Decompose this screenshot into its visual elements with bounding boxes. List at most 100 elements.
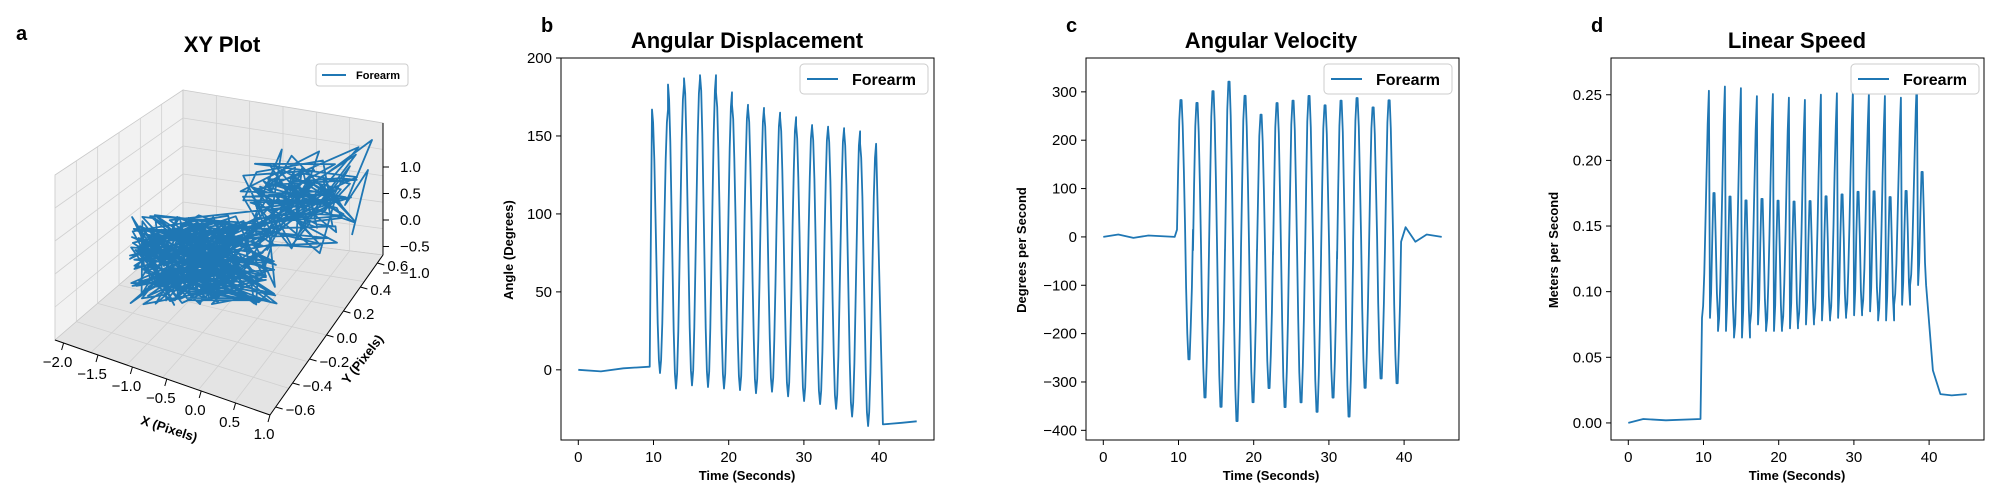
x-tick-label: 0 <box>1099 449 1107 466</box>
panel-b-title: Angular Displacement <box>631 28 864 53</box>
legend-c: Forearm <box>1323 63 1453 95</box>
x-tick-label: 40 <box>871 449 888 466</box>
x-tick-mark <box>95 354 99 363</box>
y-tick-label: −200 <box>1043 326 1077 343</box>
x-tick-label: 30 <box>1846 449 1863 466</box>
panel-c-xlabel: Time (Seconds) <box>1223 468 1320 483</box>
panel-c-axes: 0 10 20 30 40 −400 −300 −200 −100 0 100 200 300 <box>1043 57 1460 466</box>
x-tick-label: 40 <box>1921 449 1938 466</box>
y-tick-label: 0.2 <box>353 306 374 323</box>
y-tick-label: 0 <box>1069 229 1077 246</box>
y-tick-label: −100 <box>1043 277 1077 294</box>
legend-c-label: Forearm <box>1376 72 1440 89</box>
x-tick-label: 10 <box>645 449 662 466</box>
plot-frame <box>1610 57 1985 441</box>
x-tick-label: 20 <box>1770 449 1787 466</box>
panel-b-ylabel: Angle (Degrees) <box>501 200 516 300</box>
forearm-series-line <box>1103 80 1442 422</box>
x-tick-mark <box>129 366 133 375</box>
y-tick-label: 0.25 <box>1573 87 1602 104</box>
y-tick-label: 300 <box>1052 84 1077 101</box>
z-tick-label: 0.0 <box>400 212 421 229</box>
y-tick-label: 0.00 <box>1573 415 1602 432</box>
y-tick-label: 0.10 <box>1573 284 1602 301</box>
legend-a-label: Forearm <box>356 70 400 82</box>
y-tick-label: −0.6 <box>286 402 316 419</box>
x-tick-label: 10 <box>1170 449 1187 466</box>
y-tick-label: 0.6 <box>387 258 408 275</box>
panel-letter-a: a <box>16 23 28 45</box>
y-tick-label: 0.15 <box>1573 218 1602 235</box>
z-tick-label: 1.0 <box>400 159 421 176</box>
panel-d-xlabel: Time (Seconds) <box>1749 468 1846 483</box>
x-tick-label: 20 <box>1245 449 1262 466</box>
y-tick-mark <box>275 406 283 410</box>
y-tick-label: −300 <box>1043 374 1077 391</box>
y-tick-mark <box>343 310 351 314</box>
legend-b-label: Forearm <box>852 72 916 89</box>
z-tick-label: −0.5 <box>400 239 430 256</box>
forearm-series-line <box>1628 78 1967 424</box>
plot-frame <box>560 57 935 441</box>
legend-b: Forearm <box>799 63 929 95</box>
legend-d: Forearm <box>1850 63 1980 95</box>
x-tick-mark <box>267 414 271 423</box>
panel-a-xy-plot: a XY Plot −1.0−0.50.00.51.0 −2.0−1.5−1.0… <box>16 23 430 445</box>
x-tick-label: 0.5 <box>219 414 240 431</box>
y-tick-label: −0.4 <box>303 378 333 395</box>
y-tick-label: 0 <box>544 362 552 379</box>
y-tick-label: 100 <box>527 206 552 223</box>
y-tick-mark <box>309 358 317 362</box>
forearm-series-line <box>578 74 917 427</box>
panel-letter-b: b <box>541 15 553 37</box>
x-tick-mark <box>164 378 168 387</box>
x-axis-line <box>54 339 271 416</box>
x-tick-mark <box>198 390 202 399</box>
y-tick-label: −0.2 <box>320 354 350 371</box>
x-tick-label: 10 <box>1695 449 1712 466</box>
panel-c-ylabel: Degrees per Second <box>1014 187 1029 313</box>
legend-d-label: Forearm <box>1903 72 1967 89</box>
panel-b-angular-displacement: b Angular Displacement 0 10 20 30 40 0 50 100 15… <box>501 15 935 483</box>
x-tick-label: −1.5 <box>77 366 107 383</box>
y-tick-label: 0.05 <box>1573 349 1602 366</box>
y-tick-label: 0.0 <box>337 330 358 347</box>
x-tick-label: 30 <box>796 449 813 466</box>
y-tick-label: 0.4 <box>370 282 391 299</box>
x-tick-mark <box>233 402 237 411</box>
panel-c-title: Angular Velocity <box>1185 28 1358 53</box>
panel-letter-d: d <box>1591 15 1603 37</box>
forearm-trajectory <box>129 139 373 306</box>
panel-d-linear-speed: d Linear Speed 0 10 20 30 40 0.00 0.05 0.10 0.15… <box>1546 15 1985 483</box>
y-tick-label: 100 <box>1052 181 1077 198</box>
x-tick-label: 0 <box>574 449 582 466</box>
plot-frame <box>1085 57 1460 441</box>
y-tick-mark <box>377 262 385 266</box>
panel-letter-c: c <box>1066 15 1077 37</box>
y-tick-mark <box>360 286 368 290</box>
x-axis-ticks: −2.0−1.5 −1.0−0.5 0.0 0.5 1.0 <box>43 342 275 443</box>
y-tick-label: 50 <box>535 284 552 301</box>
z-tick-label: 0.5 <box>400 186 421 203</box>
y-axis-ticks: −0.6 −0.4 −0.2 0.0 0.2 0.4 0.6 <box>275 258 408 419</box>
x-tick-label: 0.0 <box>185 402 206 419</box>
y-tick-mark <box>292 382 300 386</box>
panel-d-ylabel: Meters per Second <box>1546 192 1561 308</box>
legend-a: Forearm <box>315 63 409 87</box>
y-tick-label: 200 <box>527 50 552 67</box>
y-tick-label: 200 <box>1052 132 1077 149</box>
x-tick-label: 40 <box>1396 449 1413 466</box>
y-tick-label: −400 <box>1043 422 1077 439</box>
x-tick-label: −2.0 <box>43 354 73 371</box>
x-tick-mark <box>61 342 65 351</box>
panel-b-axes: 0 10 20 30 40 0 50 100 150 200 <box>527 50 935 466</box>
y-tick-label: 150 <box>527 128 552 145</box>
panel-d-title: Linear Speed <box>1728 28 1866 53</box>
panel-d-axes: 0 10 20 30 40 0.00 0.05 0.10 0.15 0.20 0.25 <box>1573 57 1985 466</box>
panel-a-title: XY Plot <box>184 32 261 57</box>
x-tick-label: 1.0 <box>254 426 275 443</box>
z-axis-ticks: −1.0 −0.5 0.0 0.5 1.0 <box>383 159 430 282</box>
x-tick-label: 0 <box>1624 449 1632 466</box>
x-tick-label: −1.0 <box>112 378 142 395</box>
